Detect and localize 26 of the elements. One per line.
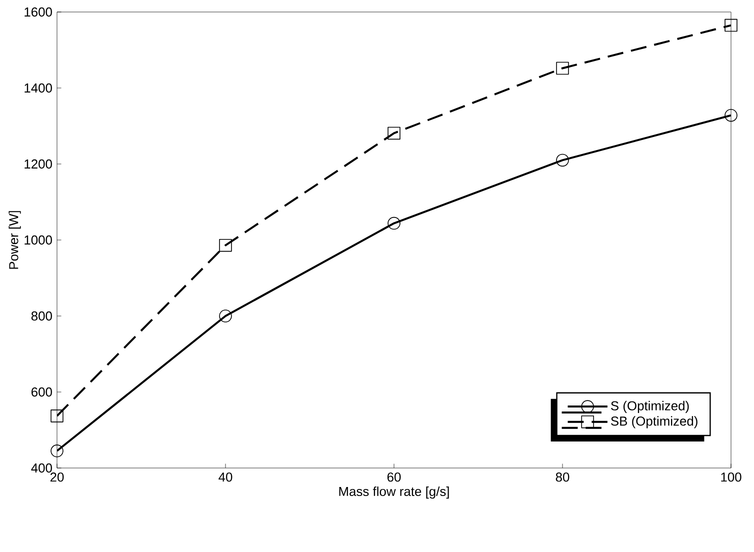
point [50,410,64,422]
x-axis-title: Mass flow rate [g/s] [339,486,449,499]
y-tick-label: 400 [31,463,52,473]
y-tick-label: 800 [31,311,52,321]
x-tick-label: 60 [387,472,401,482]
y-tick-label: 1200 [24,159,52,169]
point [50,444,64,458]
x-tick-label: 100 [721,472,742,482]
point [219,238,232,252]
x-tick-label: 80 [556,472,570,482]
y-tick-label: 600 [32,387,52,397]
point [219,310,232,322]
point [556,62,569,75]
y-tick-label: 1000 [24,235,52,245]
y-tick-label: 1400 [24,83,52,93]
point [388,126,400,140]
point [556,154,569,167]
y-axis-title: Power [W] [8,211,21,269]
point [388,216,400,230]
x-tick-label: 20 [50,472,64,482]
point [724,108,738,122]
legend-label: SB (Optimized) [611,416,698,428]
x-tick-label: 40 [218,472,232,482]
legend-label: S (Optimized) [611,400,689,413]
y-tick-label: 1600 [24,7,52,17]
point [724,18,738,32]
